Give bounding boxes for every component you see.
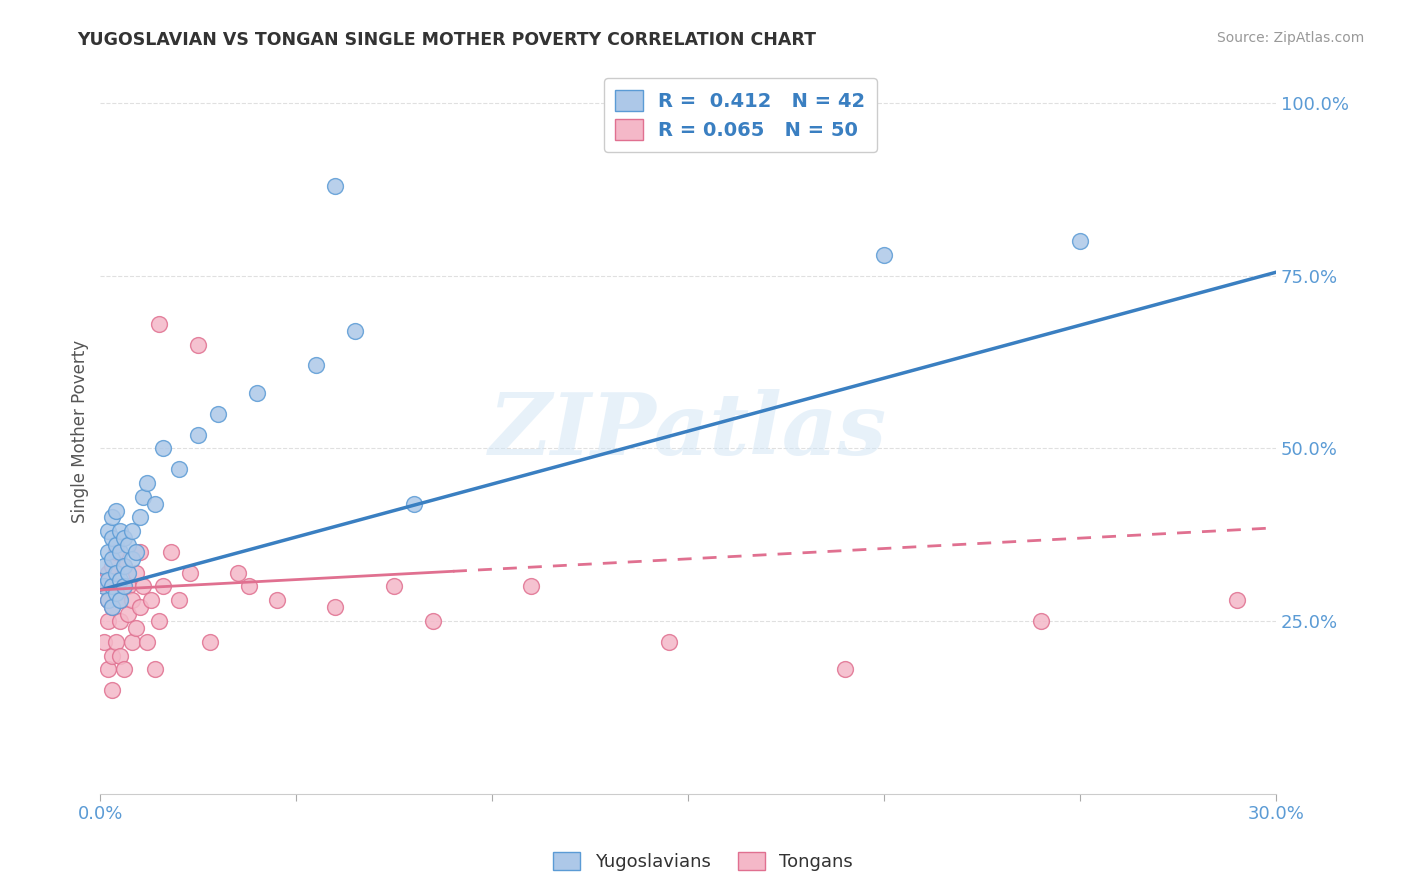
Point	[141, 593, 163, 607]
Point	[121, 634, 143, 648]
Point	[105, 634, 128, 648]
Point	[93, 634, 115, 648]
Point	[148, 317, 170, 331]
Legend: Yugoslavians, Tongans: Yugoslavians, Tongans	[546, 845, 860, 879]
Point	[112, 579, 135, 593]
Point	[97, 524, 120, 539]
Point	[132, 490, 155, 504]
Point	[97, 614, 120, 628]
Point	[136, 475, 159, 490]
Point	[121, 593, 143, 607]
Point	[207, 407, 229, 421]
Point	[1069, 234, 1091, 248]
Point	[101, 683, 124, 698]
Point	[179, 566, 201, 580]
Point	[422, 614, 444, 628]
Point	[101, 648, 124, 663]
Point	[97, 545, 120, 559]
Point	[105, 503, 128, 517]
Point	[402, 497, 425, 511]
Point	[128, 510, 150, 524]
Point	[325, 178, 347, 193]
Point	[246, 386, 269, 401]
Point	[834, 662, 856, 676]
Point	[344, 324, 367, 338]
Point	[108, 545, 131, 559]
Point	[108, 648, 131, 663]
Point	[108, 524, 131, 539]
Point	[1226, 593, 1249, 607]
Point	[117, 538, 139, 552]
Point	[305, 359, 328, 373]
Point	[226, 566, 249, 580]
Point	[117, 607, 139, 621]
Point	[101, 552, 124, 566]
Point	[112, 662, 135, 676]
Point	[101, 531, 124, 545]
Text: ZIPatlas: ZIPatlas	[489, 389, 887, 473]
Point	[93, 579, 115, 593]
Point	[128, 545, 150, 559]
Point	[117, 579, 139, 593]
Legend: R =  0.412   N = 42, R = 0.065   N = 50: R = 0.412 N = 42, R = 0.065 N = 50	[603, 78, 877, 152]
Point	[112, 531, 135, 545]
Point	[121, 524, 143, 539]
Point	[108, 573, 131, 587]
Point	[101, 558, 124, 573]
Text: YUGOSLAVIAN VS TONGAN SINGLE MOTHER POVERTY CORRELATION CHART: YUGOSLAVIAN VS TONGAN SINGLE MOTHER POVE…	[77, 31, 817, 49]
Point	[97, 662, 120, 676]
Point	[112, 558, 135, 573]
Point	[108, 593, 131, 607]
Point	[143, 662, 166, 676]
Point	[382, 579, 405, 593]
Point	[121, 552, 143, 566]
Point	[112, 558, 135, 573]
Point	[136, 634, 159, 648]
Point	[105, 538, 128, 552]
Point	[105, 586, 128, 600]
Point	[97, 573, 120, 587]
Point	[520, 579, 543, 593]
Point	[128, 600, 150, 615]
Point	[97, 566, 120, 580]
Point	[187, 338, 209, 352]
Point	[97, 593, 120, 607]
Point	[266, 593, 288, 607]
Point	[187, 427, 209, 442]
Point	[873, 248, 896, 262]
Point	[124, 545, 146, 559]
Point	[93, 558, 115, 573]
Point	[97, 593, 120, 607]
Point	[93, 579, 115, 593]
Point	[108, 593, 131, 607]
Point	[167, 593, 190, 607]
Point	[152, 579, 174, 593]
Point	[132, 579, 155, 593]
Point	[124, 621, 146, 635]
Point	[124, 566, 146, 580]
Point	[117, 566, 139, 580]
Text: Source: ZipAtlas.com: Source: ZipAtlas.com	[1216, 31, 1364, 45]
Point	[101, 600, 124, 615]
Point	[105, 566, 128, 580]
Point	[152, 442, 174, 456]
Point	[167, 462, 190, 476]
Point	[1029, 614, 1052, 628]
Point	[658, 634, 681, 648]
Point	[148, 614, 170, 628]
Point	[325, 600, 347, 615]
Point	[101, 579, 124, 593]
Point	[143, 497, 166, 511]
Y-axis label: Single Mother Poverty: Single Mother Poverty	[72, 340, 89, 523]
Point	[112, 579, 135, 593]
Point	[101, 600, 124, 615]
Point	[105, 579, 128, 593]
Point	[160, 545, 183, 559]
Point	[238, 579, 260, 593]
Point	[101, 510, 124, 524]
Point	[105, 545, 128, 559]
Point	[108, 614, 131, 628]
Point	[198, 634, 221, 648]
